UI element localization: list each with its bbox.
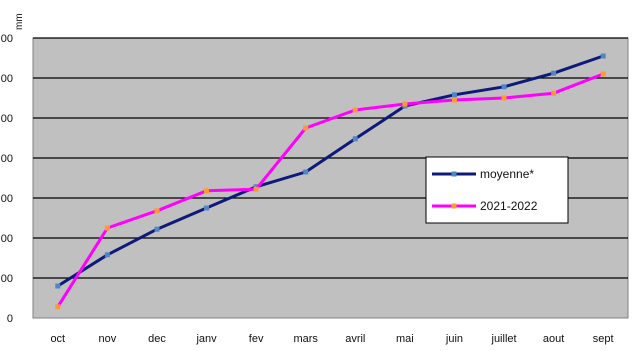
- data-point: [154, 226, 160, 232]
- data-point: [451, 92, 457, 98]
- data-point: [303, 125, 309, 131]
- y-tick-label: 00: [1, 193, 13, 205]
- data-point: [402, 101, 408, 107]
- legend-swatch-marker: [451, 203, 457, 209]
- data-point: [104, 225, 110, 231]
- legend-entry-label: moyenne*: [480, 167, 534, 181]
- x-tick-label: juillet: [491, 333, 517, 345]
- series-line-1: [56, 72, 604, 308]
- x-tick-label: dec: [148, 333, 166, 345]
- data-point: [451, 97, 457, 103]
- y-tick-label: 00: [1, 153, 13, 165]
- x-tick-label: janv: [195, 333, 217, 345]
- legend: moyenne* 2021-2022: [425, 156, 569, 224]
- data-point: [55, 283, 61, 289]
- data-point: [55, 304, 61, 310]
- x-tick-label: juin: [445, 333, 463, 345]
- data-point: [352, 136, 358, 142]
- x-tick-label: oct: [50, 333, 65, 345]
- x-tick-label: avril: [345, 333, 365, 345]
- data-point: [204, 188, 210, 194]
- legend-swatch-marker: [451, 171, 457, 177]
- data-point: [154, 208, 160, 214]
- y-tick-label: 00: [1, 273, 13, 285]
- data-point: [303, 169, 309, 175]
- data-point: [104, 252, 110, 258]
- y-unit-label: mm: [14, 13, 25, 30]
- x-tick-label: sept: [593, 333, 614, 345]
- legend-box: [425, 156, 569, 224]
- data-point: [352, 107, 358, 113]
- data-point: [253, 186, 259, 192]
- legend-entry-label: 2021-2022: [480, 199, 538, 213]
- data-point: [551, 90, 557, 96]
- y-tick-label: 00: [1, 233, 13, 245]
- x-tick-label: mars: [293, 333, 318, 345]
- x-tick-label: mai: [396, 333, 414, 345]
- data-point: [204, 205, 210, 211]
- data-point: [600, 71, 606, 77]
- y-tick-label: 00: [1, 33, 13, 45]
- y-tick-label: 00: [1, 113, 13, 125]
- series-group: [55, 53, 606, 310]
- data-point: [600, 53, 606, 59]
- x-tick-label: aout: [543, 333, 564, 345]
- x-tick-label: nov: [99, 333, 117, 345]
- data-point: [501, 84, 507, 90]
- data-point: [501, 95, 507, 101]
- x-axis-ticks: oct nov dec janv fev mars avril mai juin juillet a…: [50, 333, 613, 345]
- series-line-0: [57, 54, 604, 288]
- y-tick-label: 0: [7, 313, 13, 325]
- x-tick-label: fev: [249, 333, 264, 345]
- data-point: [551, 70, 557, 76]
- y-tick-label: 00: [1, 73, 13, 85]
